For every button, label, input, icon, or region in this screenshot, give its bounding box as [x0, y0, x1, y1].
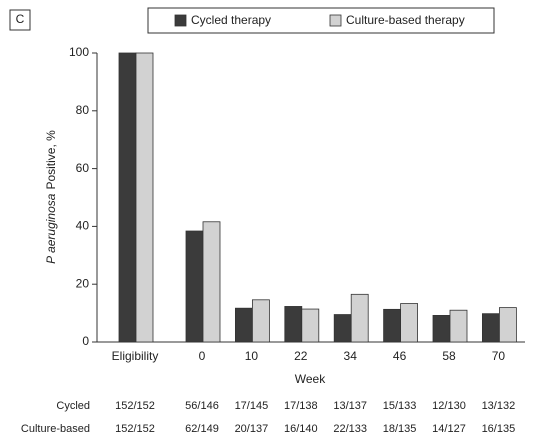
- legend-swatch: [329, 14, 342, 27]
- legend-swatch: [174, 14, 187, 27]
- y-tick-label: 40: [76, 219, 90, 233]
- table-cell: 17/138: [284, 400, 318, 412]
- bar: [481, 313, 500, 343]
- table-cell: 62/149: [185, 423, 219, 435]
- table-cell: 56/146: [185, 400, 219, 412]
- bar: [202, 221, 221, 343]
- x-tick-label: 58: [442, 349, 456, 363]
- bar: [301, 308, 320, 343]
- y-axis-label-text: Positive, %: [44, 130, 58, 190]
- bar: [333, 314, 352, 343]
- panel-label: C: [16, 12, 25, 26]
- bar: [449, 309, 468, 343]
- table-cell: 152/152: [115, 423, 155, 435]
- bar: [135, 52, 154, 343]
- x-tick-label: 22: [294, 349, 308, 363]
- table-cell: 12/130: [432, 400, 466, 412]
- x-tick-label: 70: [492, 349, 506, 363]
- table-cell: 152/152: [115, 400, 155, 412]
- y-tick-label: 100: [69, 45, 89, 59]
- x-tick-label: 34: [344, 349, 358, 363]
- y-tick-label: 60: [76, 161, 90, 175]
- legend-box: [147, 7, 495, 34]
- y-axis-label: P aeruginosa Positive, %: [44, 130, 58, 264]
- y-tick-label: 20: [76, 276, 90, 290]
- table-cell: 16/140: [284, 423, 318, 435]
- bar: [498, 307, 517, 343]
- x-tick-label: 10: [245, 349, 259, 363]
- table-cell: 17/145: [235, 400, 269, 412]
- table-cell: 16/135: [482, 423, 516, 435]
- x-tick-label: 0: [199, 349, 206, 363]
- bar: [251, 299, 270, 343]
- table-cell: 13/137: [333, 400, 367, 412]
- bar: [234, 307, 253, 343]
- bar: [400, 303, 419, 343]
- table-row-label: Cycled: [56, 400, 90, 412]
- table-cell: 13/132: [482, 400, 516, 412]
- table-cell: 18/135: [383, 423, 417, 435]
- y-axis-label-italic: P aeruginosa: [44, 193, 58, 264]
- panel-box: [9, 9, 31, 31]
- table-cell: 20/137: [235, 423, 269, 435]
- x-axis-label: Week: [295, 372, 326, 386]
- bar: [185, 230, 204, 343]
- y-tick-label: 80: [76, 103, 90, 117]
- bar: [350, 293, 369, 343]
- table-row-label: Culture-based: [21, 423, 90, 435]
- x-tick-label: 46: [393, 349, 407, 363]
- x-tick-label: Eligibility: [112, 349, 159, 363]
- table-cell: 15/133: [383, 400, 417, 412]
- bar: [432, 315, 451, 343]
- bar: [284, 306, 303, 343]
- bar: [118, 52, 137, 343]
- legend-label: Culture-based therapy: [346, 13, 465, 27]
- table-cell: 22/133: [333, 423, 367, 435]
- legend-label: Cycled therapy: [191, 13, 271, 27]
- table-cell: 14/127: [432, 423, 466, 435]
- bar: [383, 308, 402, 343]
- y-tick-label: 0: [82, 334, 89, 348]
